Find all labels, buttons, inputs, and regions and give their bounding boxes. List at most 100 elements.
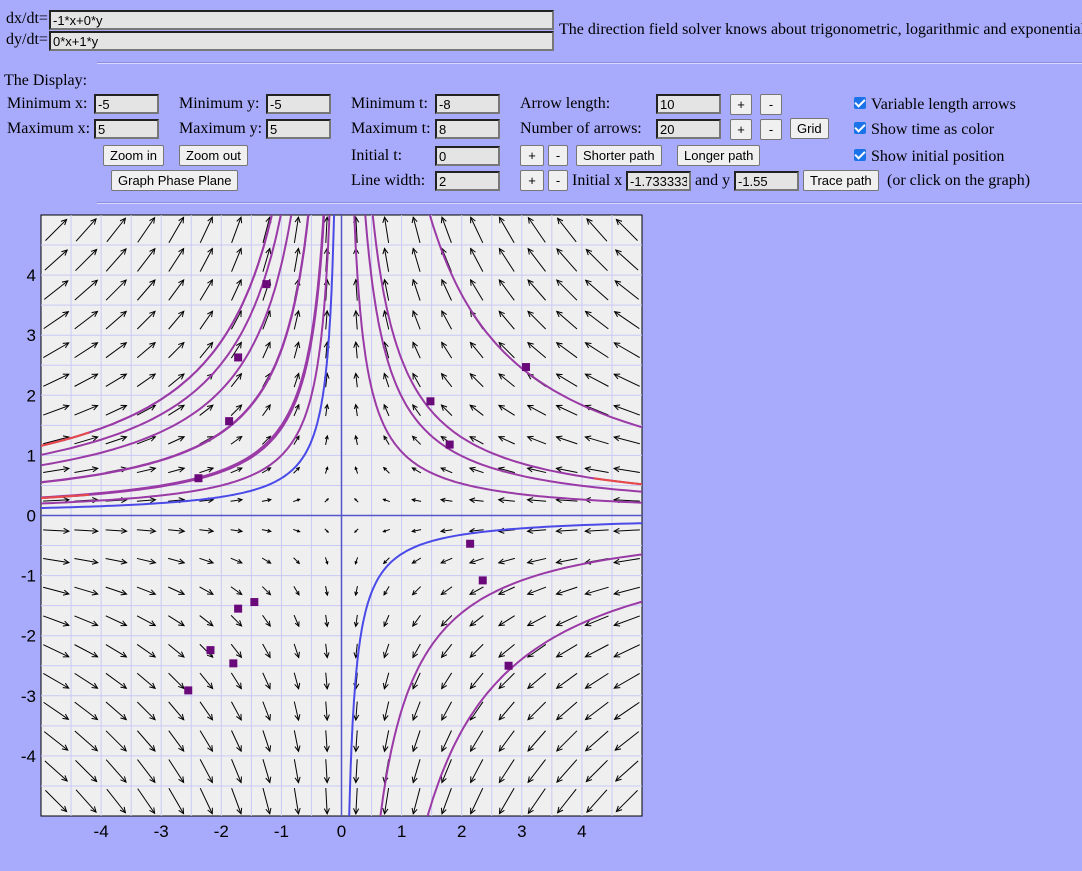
direction-arrow xyxy=(557,788,577,814)
trajectory-path xyxy=(353,215,642,504)
direction-arrow xyxy=(199,342,214,359)
arrow-head xyxy=(469,436,477,442)
shorter-path-button[interactable]: Shorter path xyxy=(576,145,662,166)
direction-arrow xyxy=(44,249,68,271)
arrow-head xyxy=(354,530,357,533)
zoom-in-button[interactable]: Zoom in xyxy=(103,145,164,166)
arrow-head xyxy=(62,713,70,720)
direction-arrow xyxy=(412,342,421,359)
max-y-input[interactable] xyxy=(266,119,331,139)
direction-field-graph[interactable]: -4 -3 -2 -1 0 1 2 3 4 4 3 2 1 0 -1 -2 -3 -4 xyxy=(0,205,700,855)
arrow-length-input[interactable] xyxy=(656,94,721,114)
zoom-out-button[interactable]: Zoom out xyxy=(179,145,248,166)
trajectory-paths xyxy=(41,215,642,816)
click-hint-text: (or click on the graph) xyxy=(887,172,1031,189)
direction-arrow xyxy=(43,672,69,689)
arrow-head xyxy=(178,247,185,255)
direction-arrow xyxy=(355,701,358,721)
arrow-head xyxy=(178,745,185,753)
line-width-input[interactable] xyxy=(435,171,500,191)
min-y-input[interactable] xyxy=(266,94,331,114)
initial-y-input[interactable] xyxy=(734,171,799,191)
direction-arrow xyxy=(527,557,547,564)
initial-position-marker xyxy=(194,474,203,483)
grid-button[interactable]: Grid xyxy=(790,118,829,139)
direction-arrow xyxy=(384,788,390,814)
arrow-head xyxy=(412,620,418,628)
direction-arrow xyxy=(168,404,185,416)
max-t-input[interactable] xyxy=(435,119,500,139)
arrow-head xyxy=(178,620,186,627)
arrow-head xyxy=(439,528,446,534)
line-width-minus-button[interactable]: - xyxy=(548,170,568,191)
initial-position-marker xyxy=(426,397,435,406)
arrow-head xyxy=(120,435,128,442)
num-arrows-minus-button[interactable]: - xyxy=(760,119,782,140)
num-arrows-input[interactable] xyxy=(656,119,721,139)
dx-input[interactable] xyxy=(49,10,554,30)
arrow-head xyxy=(469,589,477,595)
arrow-length-plus-button[interactable]: + xyxy=(730,94,752,115)
direction-arrow xyxy=(441,701,453,721)
show-initial-position-checkbox[interactable] xyxy=(854,149,866,161)
show-time-color-checkbox[interactable] xyxy=(854,122,866,134)
arrow-head xyxy=(353,714,360,722)
initial-t-minus-button[interactable]: - xyxy=(548,145,568,166)
direction-arrow xyxy=(469,342,484,359)
arrow-head xyxy=(90,217,97,225)
arrow-head xyxy=(411,776,418,784)
direction-arrow xyxy=(293,557,300,564)
direction-arrow xyxy=(585,701,609,720)
arrow-head xyxy=(90,248,98,256)
graph-phase-plane-button[interactable]: Graph Phase Plane xyxy=(111,170,239,191)
direction-arrow xyxy=(498,586,515,595)
direction-arrow xyxy=(441,787,452,814)
initial-x-input[interactable] xyxy=(626,171,691,191)
trace-path-button[interactable]: Trace path xyxy=(803,170,879,191)
min-x-input[interactable] xyxy=(94,94,159,114)
arrow-head xyxy=(323,745,330,753)
arrow-head xyxy=(469,745,476,753)
direction-arrow xyxy=(75,759,98,782)
direction-arrow xyxy=(325,643,328,658)
direction-arrow xyxy=(105,759,127,783)
arrow-head xyxy=(498,341,505,349)
max-x-input[interactable] xyxy=(94,119,159,139)
min-t-input[interactable] xyxy=(435,94,500,114)
line-width-plus-button[interactable]: + xyxy=(520,170,544,191)
direction-arrow xyxy=(325,586,328,596)
arrow-head xyxy=(91,404,99,411)
arrow-head xyxy=(526,404,534,411)
arrow-head xyxy=(120,404,128,411)
arrow-head xyxy=(91,342,99,349)
min-x-label: Minimum x: xyxy=(7,95,88,112)
arrow-head xyxy=(613,682,621,689)
arrow-head xyxy=(412,341,418,349)
initial-t-plus-button[interactable]: + xyxy=(520,145,544,166)
direction-arrow xyxy=(441,404,453,416)
arrow-head xyxy=(267,528,272,533)
arrow-head xyxy=(440,620,448,627)
variable-length-checkbox[interactable] xyxy=(854,97,866,109)
longer-path-button[interactable]: Longer path xyxy=(677,145,761,166)
arrow-head xyxy=(91,620,99,627)
dy-input[interactable] xyxy=(49,31,554,51)
num-arrows-plus-button[interactable]: + xyxy=(730,119,752,140)
arrow-length-minus-button[interactable]: - xyxy=(760,94,782,115)
dy-label: dy/dt= xyxy=(6,31,48,48)
arrow-head xyxy=(323,776,330,784)
direction-arrow xyxy=(231,248,242,272)
arrow-head xyxy=(584,466,592,473)
initial-t-input[interactable] xyxy=(435,146,500,166)
arrow-head xyxy=(526,466,534,473)
initial-position-marker xyxy=(522,363,531,372)
arrow-head xyxy=(585,248,593,256)
arrow-head xyxy=(235,682,242,690)
direction-arrow xyxy=(105,342,127,359)
arrow-head xyxy=(294,714,301,722)
direction-arrow xyxy=(527,529,547,532)
direction-arrow xyxy=(556,436,578,445)
arrow-head xyxy=(62,342,70,349)
direction-arrow xyxy=(231,279,242,301)
arrow-head xyxy=(498,651,505,658)
